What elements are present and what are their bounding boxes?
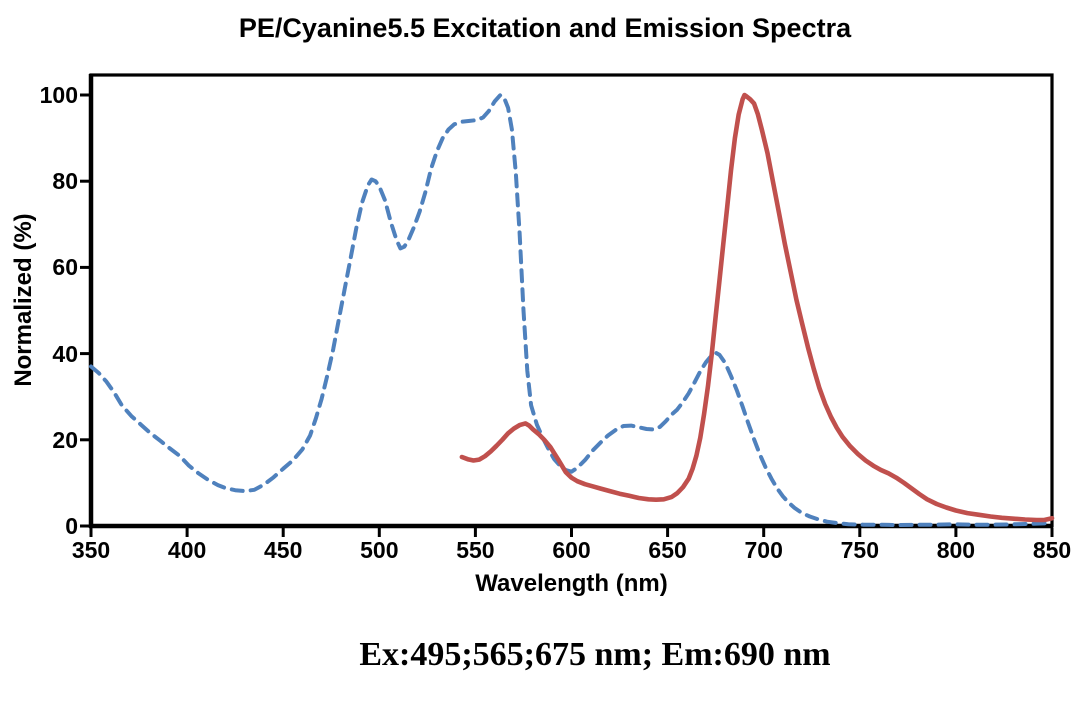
figure-caption: Ex:495;565;675 nm; Em:690 nm <box>359 636 831 673</box>
y-tick-label-40: 40 <box>52 340 78 367</box>
chart-title: PE/Cyanine5.5 Excitation and Emission Sp… <box>238 13 852 43</box>
series-excitation <box>89 93 1054 528</box>
y-tick-label-80: 80 <box>52 168 78 195</box>
y-tick-label-100: 100 <box>39 82 78 108</box>
x-tick-label-500: 500 <box>360 537 399 563</box>
x-tick-label-600: 600 <box>552 537 591 563</box>
x-tick-label-800: 800 <box>936 537 976 563</box>
x-tick-label-750: 750 <box>840 537 879 563</box>
x-tick-label-450: 450 <box>264 537 303 563</box>
y-tick-label-60: 60 <box>52 254 78 281</box>
series-emission <box>459 92 1055 523</box>
x-axis-label: Wavelength (nm) <box>475 570 668 597</box>
x-tick-label-700: 700 <box>744 537 783 563</box>
plot-border <box>89 73 1054 528</box>
x-tick-label-350: 350 <box>71 537 111 563</box>
x-tick-label-550: 550 <box>456 537 495 563</box>
x-tick-label-400: 400 <box>167 537 207 563</box>
plot-area <box>80 73 1055 537</box>
x-tick-label-850: 850 <box>1032 537 1072 563</box>
x-tick-label-650: 650 <box>648 537 687 563</box>
y-tick-label-0: 0 <box>65 513 78 539</box>
y-tick-label-20: 20 <box>52 426 78 453</box>
